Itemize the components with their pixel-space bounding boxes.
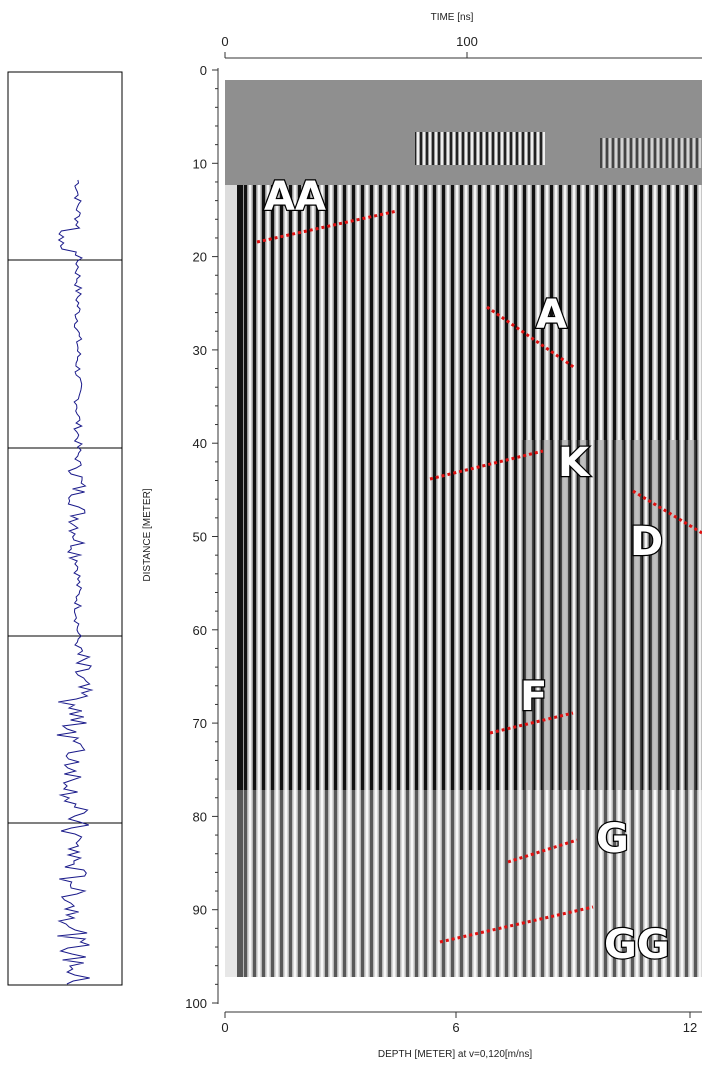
y-tick-label: 40 [193,436,207,451]
y-tick-label: 10 [193,156,207,171]
y-tick-label: 80 [193,809,207,824]
x-bottom-tick-label: 0 [221,1020,228,1035]
y-tick-label: 70 [193,716,207,731]
x-bottom-tick-label: 6 [452,1020,459,1035]
y-tick-label: 90 [193,903,207,918]
top-axis-label: TIME [ns] [431,12,474,23]
annotation: G [596,816,629,862]
annotation: K [558,440,591,486]
annotation: A [536,292,567,338]
annotation: AA [264,174,326,220]
x-top-tick-label: 100 [456,34,478,49]
y-tick-label: 50 [193,530,207,545]
y-tick-label: 0 [200,63,207,78]
left-axis-label: DISTANCE [METER] [142,488,153,581]
x-top-tick-label: 0 [221,34,228,49]
interpretation-lines [256,209,702,944]
y-tick-label: 20 [193,250,207,265]
y-tick-label: 30 [193,343,207,358]
x-bottom-tick-label: 12 [683,1020,697,1035]
annotation: D [630,519,663,565]
bottom-axis-label: DEPTH [METER] at v=0,120[m/ns] [378,1049,532,1060]
y-tick-label: 60 [193,623,207,638]
annotation: GG [604,922,670,968]
trace-panel [7,71,123,986]
trace [56,179,94,985]
y-tick-label: 100 [185,996,207,1011]
radargram [225,80,702,977]
annotation: F [520,674,547,720]
